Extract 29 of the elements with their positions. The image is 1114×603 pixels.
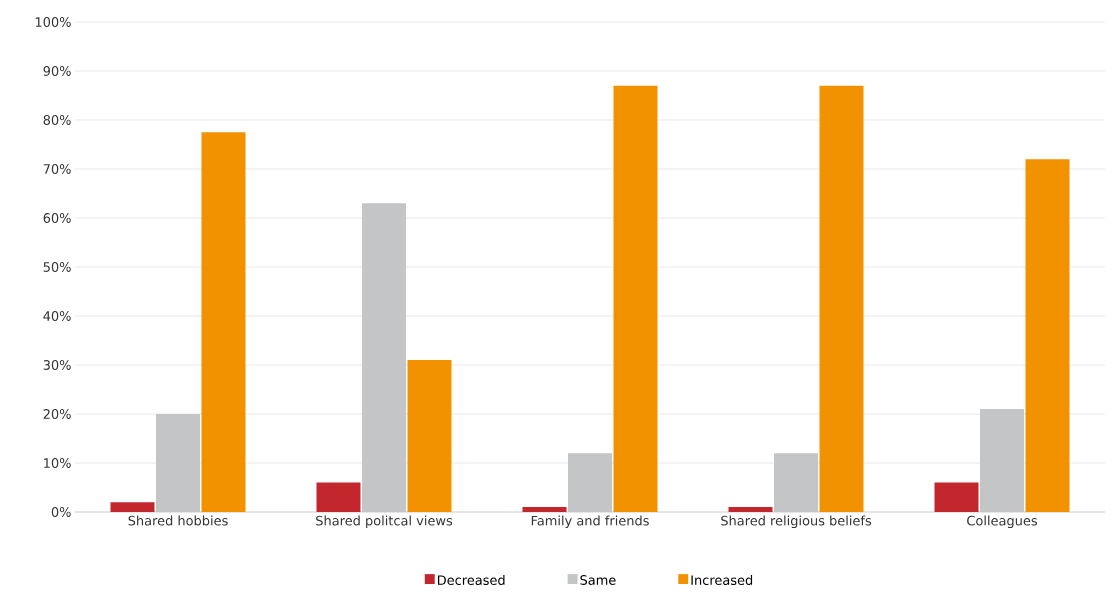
y-tick-label: 20%	[43, 409, 71, 419]
y-tick-label: 100%	[35, 17, 71, 27]
x-tick-label: Family and friends	[531, 515, 649, 529]
legend-label: Increased	[691, 574, 753, 586]
bar	[407, 360, 452, 512]
x-tick-label: Shared politcal views	[316, 515, 453, 529]
bar	[522, 507, 567, 512]
y-tick-label: 60%	[43, 213, 71, 223]
y-tick-label: 40%	[43, 311, 71, 321]
bar	[934, 482, 979, 512]
bar	[316, 482, 361, 512]
bar	[613, 85, 658, 512]
y-tick-label: 0%	[51, 507, 71, 517]
bar	[1025, 159, 1070, 512]
y-tick-label: 30%	[43, 360, 71, 370]
y-tick-label: 10%	[44, 458, 71, 468]
bar	[201, 132, 246, 512]
bar	[819, 85, 864, 512]
y-tick-label: 90%	[43, 66, 71, 76]
legend-label: Decreased	[437, 574, 505, 586]
bar	[110, 502, 155, 512]
x-tick-label: Colleagues	[967, 515, 1037, 529]
bar	[728, 507, 773, 512]
y-tick-label: 50%	[43, 262, 71, 272]
y-tick-label: 80%	[43, 115, 71, 125]
y-tick-label: 70%	[43, 164, 71, 174]
x-tick-label: Shared hobbies	[128, 515, 228, 526]
x-tick-label: Shared religious beliefs	[721, 515, 872, 529]
legend-label: Same	[580, 575, 616, 585]
